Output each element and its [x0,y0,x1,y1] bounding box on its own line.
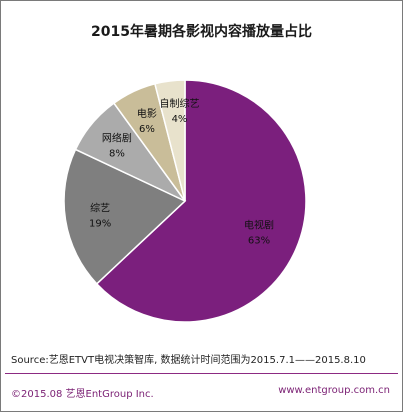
footer-divider [5,373,398,374]
copyright-text: ©2015.08 艺恩EntGroup Inc. [11,389,154,400]
pie-slice-5 [153,79,186,202]
slice-category-label: 综艺 [90,201,110,214]
slice-category-label: 电影 [137,107,157,120]
pie-slice-2 [63,148,187,285]
slice-category-label: 网络剧 [102,132,132,145]
source-note: Source:艺恩ETVT电视决策智库, 数据统计时间范围为2015.7.1——… [11,355,366,366]
slice-value-label: 6% [139,124,155,135]
slice-value-label: 19% [89,218,111,229]
slice-category-label: 电视剧 [244,218,274,231]
slice-category-label: 自制综艺 [160,97,200,110]
chart-title: 2015年暑期各影视内容播放量占比 [91,24,312,40]
website-link[interactable]: www.entgroup.com.cn [278,385,390,396]
slice-value-label: 8% [109,149,125,160]
pie-slice-1 [95,79,307,323]
slice-value-label: 63% [248,235,270,246]
slice-value-label: 4% [172,114,188,125]
